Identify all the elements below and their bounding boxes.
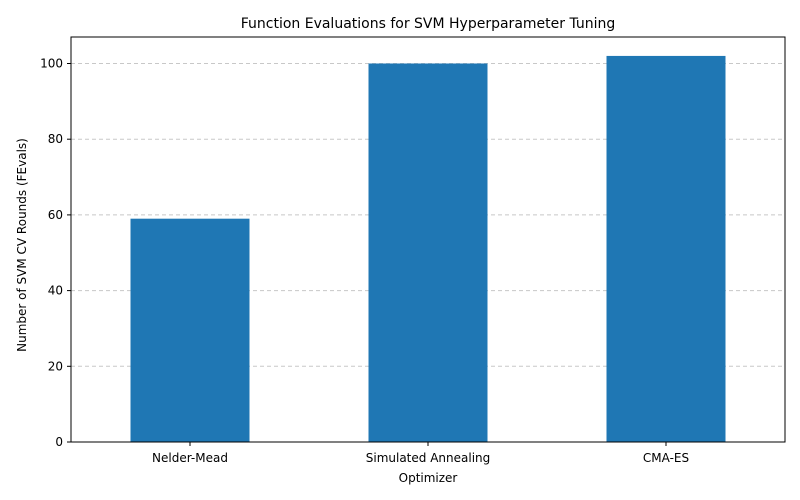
y-tick-label: 40	[48, 284, 63, 298]
bar-cma-es	[606, 55, 726, 442]
bar-simulated-annealing	[368, 63, 488, 442]
x-axis-label: Optimizer	[399, 471, 458, 485]
x-tick-label: CMA-ES	[643, 451, 689, 465]
x-tick-label: Simulated Annealing	[366, 451, 491, 465]
y-axis-ticks: 0 20 40 60 80 100	[40, 56, 71, 449]
y-tick-label: 80	[48, 132, 63, 146]
x-tick-label: Nelder-Mead	[152, 451, 228, 465]
bar-nelder-mead	[130, 218, 250, 442]
bars	[130, 55, 726, 442]
y-tick-label: 20	[48, 359, 63, 373]
chart-title: Function Evaluations for SVM Hyperparame…	[241, 16, 616, 32]
y-tick-label: 0	[55, 435, 63, 449]
y-tick-label: 60	[48, 208, 63, 222]
x-axis-ticks: Nelder-Mead Simulated Annealing CMA-ES	[152, 442, 689, 465]
y-tick-label: 100	[40, 56, 63, 70]
y-axis-label: Number of SVM CV Rounds (FEvals)	[15, 138, 29, 352]
